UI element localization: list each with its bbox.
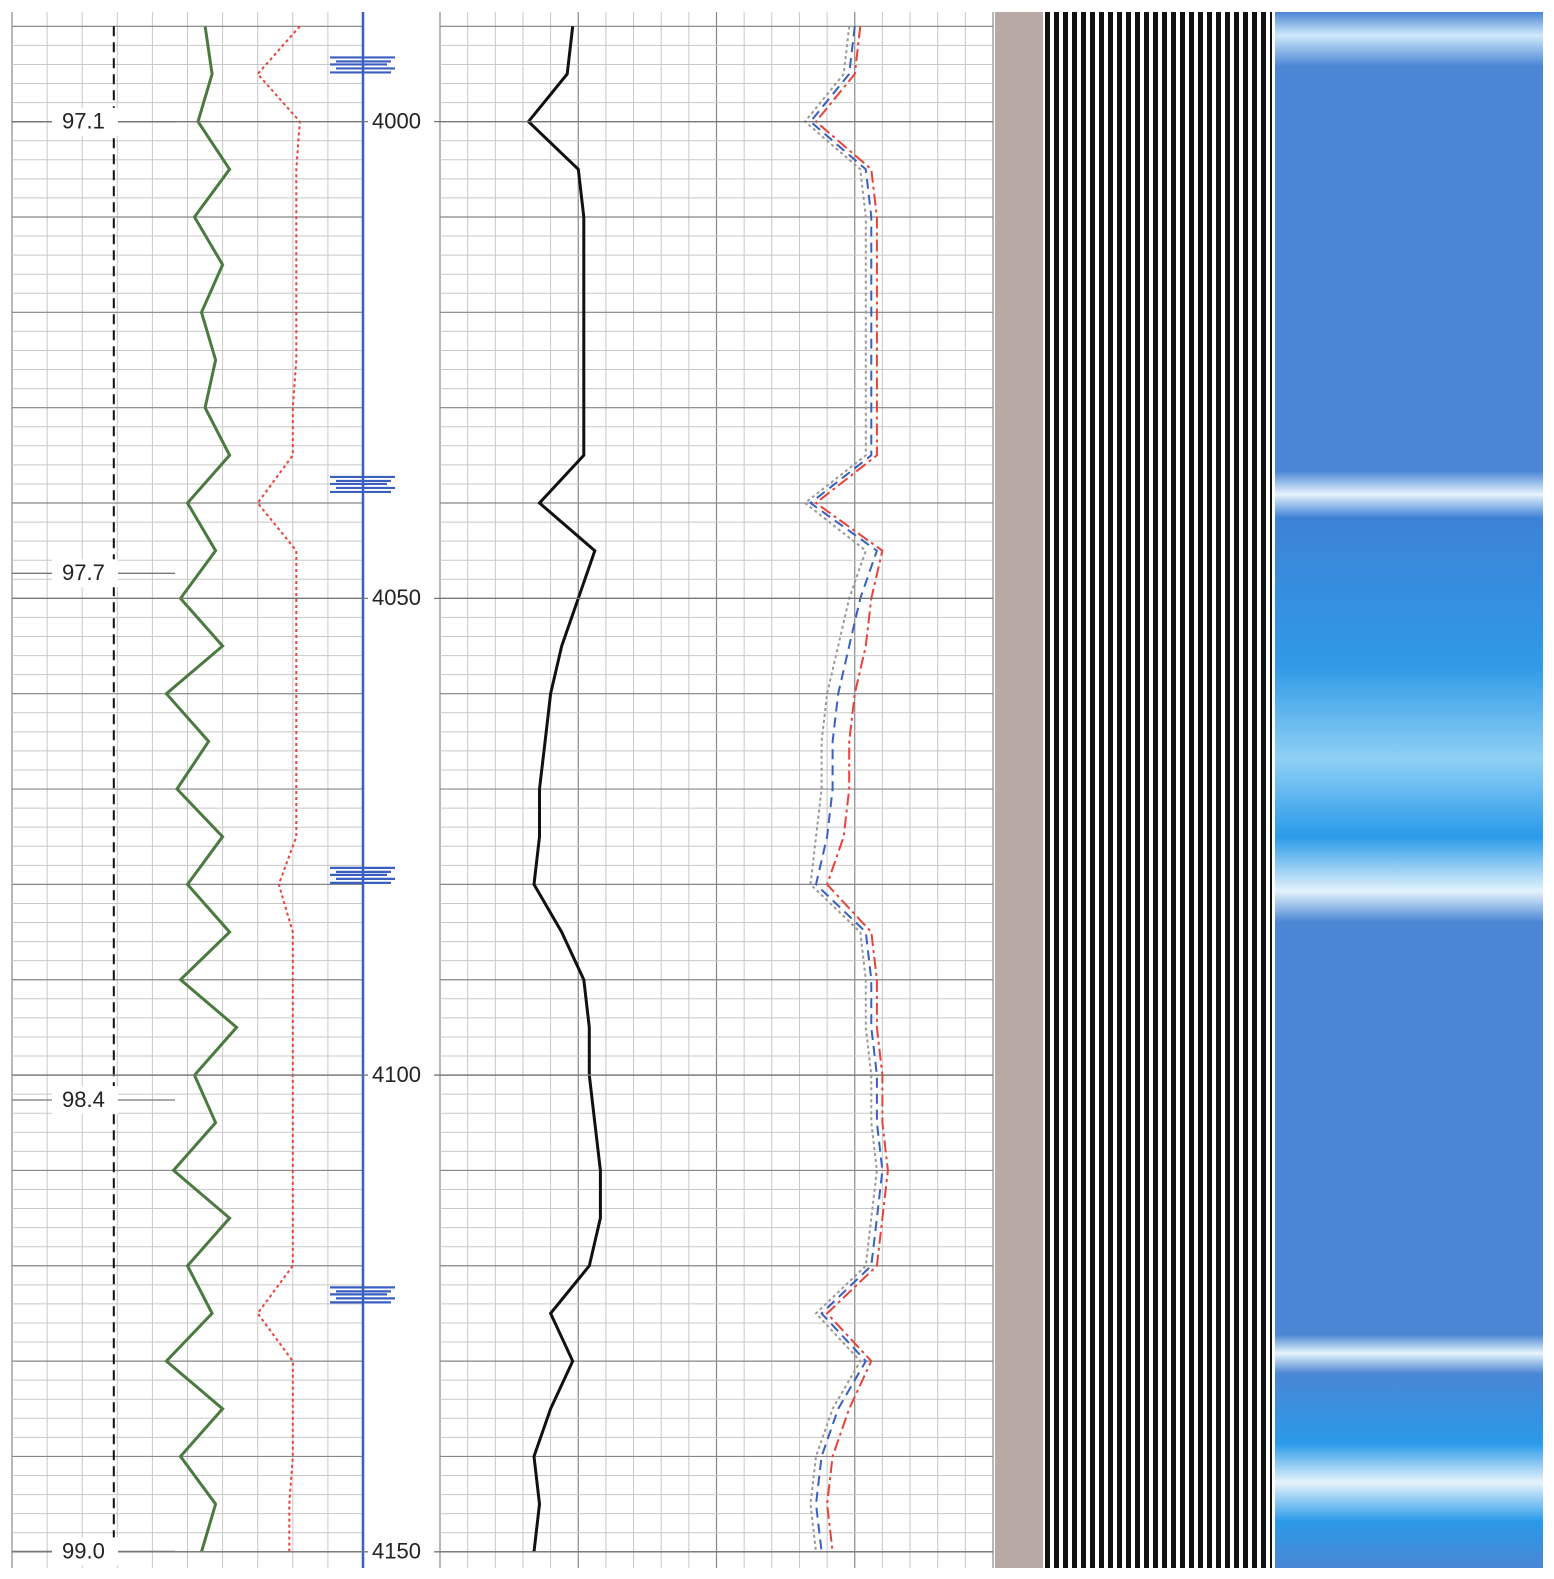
depth-label: 4100 (372, 1062, 421, 1087)
label-bg (52, 1085, 118, 1114)
grid (11, 12, 994, 1568)
label-bg (52, 107, 118, 136)
marker-spike (330, 56, 395, 74)
label-bg (368, 1537, 434, 1566)
label-bg (368, 1061, 434, 1090)
marker-spike (330, 866, 395, 884)
y2-tick-label: 98.4 (62, 1087, 105, 1112)
caliper-bar (995, 12, 1043, 1568)
label-bg (52, 1537, 118, 1566)
y2-tick-label: 97.1 (62, 109, 105, 134)
label-bg (368, 107, 434, 136)
marker-spike (330, 1286, 395, 1304)
log-curve (164, 26, 239, 1553)
depth-label: 4050 (372, 585, 421, 610)
y2-tick-label: 97.7 (62, 560, 105, 585)
curves (112, 25, 889, 1553)
striped-image (1045, 12, 1272, 1568)
marker-spike (330, 475, 395, 494)
labels: 4000 4050 4100 4150 97.1 97.7 98.4 99.0 (12, 107, 993, 1566)
log-curve (808, 26, 884, 1552)
y2-tick-label: 99.0 (62, 1538, 105, 1563)
log-curve (526, 26, 602, 1552)
log-curve (814, 26, 889, 1552)
label-bg (368, 584, 434, 613)
depth-label: 4000 (372, 108, 421, 133)
depth-label: 4150 (372, 1539, 421, 1564)
blue-image (1275, 12, 1543, 1568)
label-bg (52, 559, 118, 588)
